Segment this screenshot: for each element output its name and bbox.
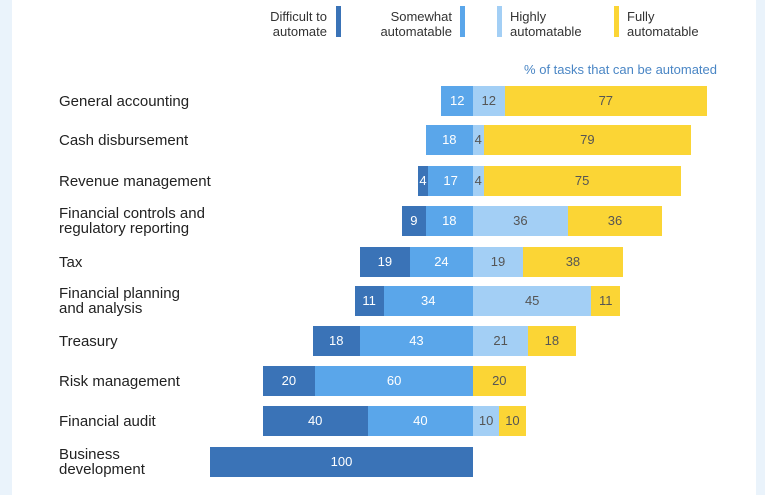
bar-treasury-somewhat: 43 — [359, 326, 473, 356]
bar-revenue-management-somewhat: 17 — [428, 166, 473, 196]
bar-financial-planning-and-analysis-fully: 11 — [591, 286, 621, 316]
bar-general-accounting-highly: 12 — [473, 86, 505, 116]
bar-financial-audit-difficult: 40 — [262, 406, 368, 436]
bar-general-accounting-fully: 77 — [504, 86, 708, 116]
legend-swatch-highly — [497, 6, 502, 37]
category-label-line: General accounting — [59, 92, 190, 110]
category-label-business-development: Business development — [59, 447, 145, 477]
category-label-risk-management: Risk management — [59, 374, 180, 389]
legend-label-somewhat: Somewhat automatable — [342, 9, 452, 39]
legend-label-fully-line2: automatable — [627, 24, 699, 39]
bar-financial-audit-somewhat: 40 — [367, 406, 473, 436]
category-label-treasury: Treasury — [59, 334, 118, 349]
bar-financial-planning-and-analysis-difficult: 11 — [354, 286, 384, 316]
legend-label-difficult-line2: automate — [272, 24, 327, 39]
bar-risk-management-somewhat: 60 — [315, 366, 473, 396]
bar-treasury-fully: 18 — [528, 326, 576, 356]
chart-card: Difficult to automate Somewhat automatab… — [12, 0, 756, 495]
category-label-line: Business — [59, 446, 120, 463]
bar-revenue-management-highly: 4 — [473, 166, 484, 196]
bar-business-development-difficult: 100 — [210, 447, 473, 477]
bar-cash-disbursement-somewhat: 18 — [425, 125, 473, 155]
legend-swatch-difficult — [336, 6, 341, 37]
category-label-revenue-management: Revenue management — [59, 174, 211, 189]
bar-financial-controls-and-regulatory-reporting-fully: 36 — [567, 206, 663, 236]
legend-label-highly-line2: automatable — [510, 24, 582, 39]
bar-tax-difficult: 19 — [359, 247, 410, 277]
category-label-line: Financial audit — [59, 412, 156, 430]
legend-label-difficult-line1: Difficult to — [270, 9, 327, 24]
bar-financial-audit-fully: 10 — [499, 406, 526, 436]
category-label-line: Risk management — [59, 372, 180, 390]
category-label-general-accounting: General accounting — [59, 94, 189, 109]
legend-label-highly: Highly automatable — [510, 9, 620, 39]
category-label-line: Financial planning — [59, 285, 180, 302]
legend-label-fully: Fully automatable — [627, 9, 737, 39]
legend-swatch-fully — [614, 6, 619, 37]
bar-cash-disbursement-fully: 79 — [483, 125, 692, 155]
category-label-financial-audit: Financial audit — [59, 414, 156, 429]
category-label-line: Tax — [59, 253, 83, 271]
legend-swatch-somewhat — [460, 6, 465, 37]
category-label-line: Treasury — [59, 332, 118, 350]
legend-label-somewhat-line2: automatable — [380, 24, 452, 39]
bar-revenue-management-fully: 75 — [483, 166, 681, 196]
category-label-line: Revenue management — [59, 172, 211, 190]
bar-financial-audit-highly: 10 — [473, 406, 500, 436]
bar-cash-disbursement-highly: 4 — [473, 125, 484, 155]
bar-financial-controls-and-regulatory-reporting-highly: 36 — [473, 206, 568, 236]
legend-label-highly-line1: Highly — [510, 9, 547, 24]
bar-treasury-difficult: 18 — [312, 326, 360, 356]
bar-tax-somewhat: 24 — [409, 247, 473, 277]
bar-tax-fully: 38 — [522, 247, 623, 277]
category-label-line: and analysis — [59, 300, 143, 317]
bar-financial-planning-and-analysis-somewhat: 34 — [383, 286, 473, 316]
category-label-line: Cash disbursement — [59, 131, 189, 149]
category-label-line: development — [59, 461, 145, 478]
bar-risk-management-fully: 20 — [473, 366, 526, 396]
bar-general-accounting-somewhat: 12 — [441, 86, 473, 116]
bar-treasury-highly: 21 — [473, 326, 529, 356]
legend-label-somewhat-line1: Somewhat — [390, 9, 452, 24]
bar-tax-highly: 19 — [473, 247, 523, 277]
category-label-line: Financial controls and — [59, 205, 205, 222]
bar-financial-planning-and-analysis-highly: 45 — [473, 286, 592, 316]
category-label-cash-disbursement: Cash disbursement — [59, 133, 188, 148]
bar-financial-controls-and-regulatory-reporting-somewhat: 18 — [425, 206, 473, 236]
legend-label-fully-line1: Fully — [627, 9, 655, 24]
axis-title: % of tasks that can be automated — [524, 62, 717, 77]
legend-label-difficult: Difficult to automate — [222, 9, 327, 39]
category-label-tax: Tax — [59, 255, 82, 270]
category-label-financial-controls-and-regulatory-reporting: Financial controls and regulatory reporti… — [59, 206, 205, 236]
category-label-line: regulatory reporting — [59, 220, 190, 237]
bar-risk-management-difficult: 20 — [262, 366, 316, 396]
bar-revenue-management-difficult: 4 — [417, 166, 429, 196]
bar-financial-controls-and-regulatory-reporting-difficult: 9 — [401, 206, 426, 236]
category-label-financial-planning-and-analysis: Financial planning and analysis — [59, 286, 180, 316]
